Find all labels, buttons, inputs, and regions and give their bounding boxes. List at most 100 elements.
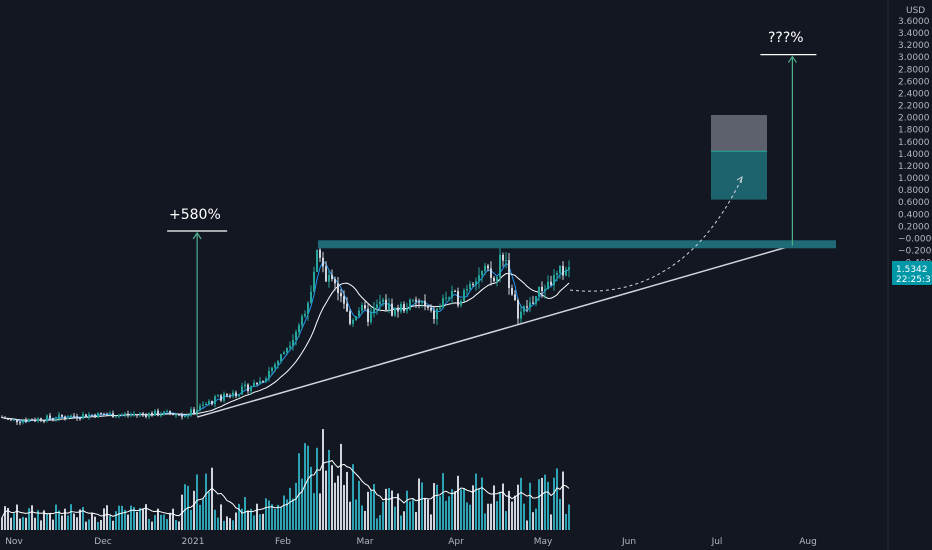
candle-body [478,275,480,282]
volume-bar [31,505,33,530]
time-tick: Dec [94,537,111,547]
projection-box-upper[interactable] [711,115,767,152]
volume-bar [358,480,360,530]
resistance-zone[interactable] [318,240,836,249]
volume-bar [247,510,249,530]
candle-body [280,354,282,362]
candle-body [247,384,249,392]
price-tick: 2.4000 [898,89,930,99]
candle-body [274,364,276,368]
volume-bar [391,490,393,530]
volume-bar [151,521,153,530]
candle-body [343,296,345,304]
candle-body [58,414,60,419]
candle-body [469,283,471,289]
candle-body [43,420,45,422]
candle-body [31,419,33,421]
volume-bar [472,485,474,530]
time-tick: Mar [357,537,374,547]
ascending-trendline[interactable] [196,244,793,418]
candle-body [172,413,174,416]
candle-body [178,414,180,416]
candle-body [10,419,12,421]
volume-bar [502,483,504,530]
candle-body [7,418,9,420]
candle-body [529,302,531,308]
bar-countdown: 22:25:37 [896,275,932,285]
volume-bar [412,498,414,530]
candle-body [568,267,570,270]
volume-bar [52,519,54,530]
current-price-tag[interactable]: 1.5342 22:25:37 [892,261,932,285]
target-label[interactable]: ???% [768,30,804,46]
projection-path[interactable] [569,177,743,292]
volume-bar [253,515,255,530]
candle-body [175,414,177,416]
candle-body [220,395,222,401]
volume-bar [370,490,372,530]
candle-body [436,308,438,320]
candle-body [79,418,81,420]
volume-bar [40,520,42,530]
candle-body [514,294,516,300]
volume-bars [1,429,570,530]
volume-bar [175,520,177,530]
volume-bar [517,484,519,530]
candle-body [331,274,333,280]
volume-bar [136,512,138,530]
candle-body [466,288,468,291]
candle-body [115,416,117,418]
candle-body [484,265,486,271]
time-tick: Feb [275,537,291,547]
candle-body [394,307,396,316]
volume-bar [481,477,483,530]
candle-body [457,291,459,306]
candle-body [367,308,369,322]
volume-bar [349,501,351,530]
candle-body [40,418,42,421]
candle-body [460,301,462,306]
volume-bar [505,511,507,530]
volume-bar [85,521,87,530]
candle-body [286,347,288,353]
volume-bar [118,505,120,530]
volume-bar [460,489,462,530]
volume-bar [337,475,339,530]
volume-bar [133,507,135,530]
volume-bar [436,484,438,530]
candle-body [289,345,291,348]
candle-body [127,413,129,415]
volume-bar [103,508,105,530]
volume-bar [217,517,219,530]
volume-bar [379,515,381,530]
volume-bar [127,514,129,530]
volume-bar [568,504,570,530]
volume-bar [409,501,411,530]
projection-box-lower[interactable] [711,151,767,200]
candle-body [223,393,225,401]
candle-body [202,404,204,406]
candle-body [319,249,321,258]
time-tick: Nov [5,537,23,547]
candle-body [403,304,405,312]
volume-bar [7,507,9,530]
candle-body [361,305,363,311]
volume-bar [172,508,174,530]
candle-body [61,414,63,417]
volume-bar [424,498,426,530]
candle-body [541,286,543,292]
volume-bar [169,512,171,530]
candle-body [190,409,192,416]
candle-body [82,414,84,419]
candle-body [46,415,48,422]
gain-label[interactable]: +580% [169,207,221,223]
volume-bar [322,429,324,530]
candle-body [253,382,255,387]
volume-bar [340,443,342,530]
candle-body [109,413,111,415]
volume-bar [301,478,303,530]
volume-bar [232,520,234,530]
price-tick: −0.0000 [898,234,932,244]
candle-body [238,394,240,397]
